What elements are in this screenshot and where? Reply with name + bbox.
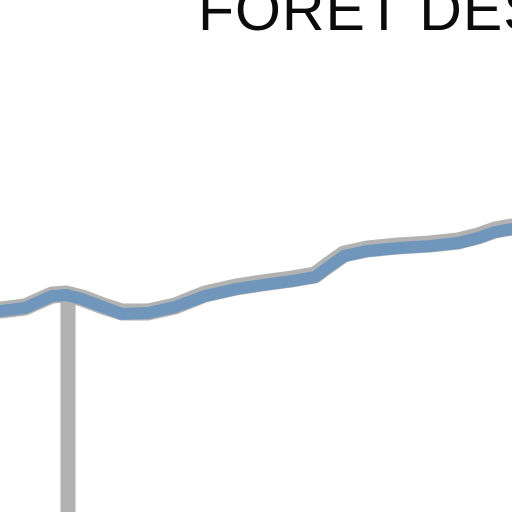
route-line[interactable] [0,223,512,320]
forest-place-label: FORET DES [198,0,512,43]
